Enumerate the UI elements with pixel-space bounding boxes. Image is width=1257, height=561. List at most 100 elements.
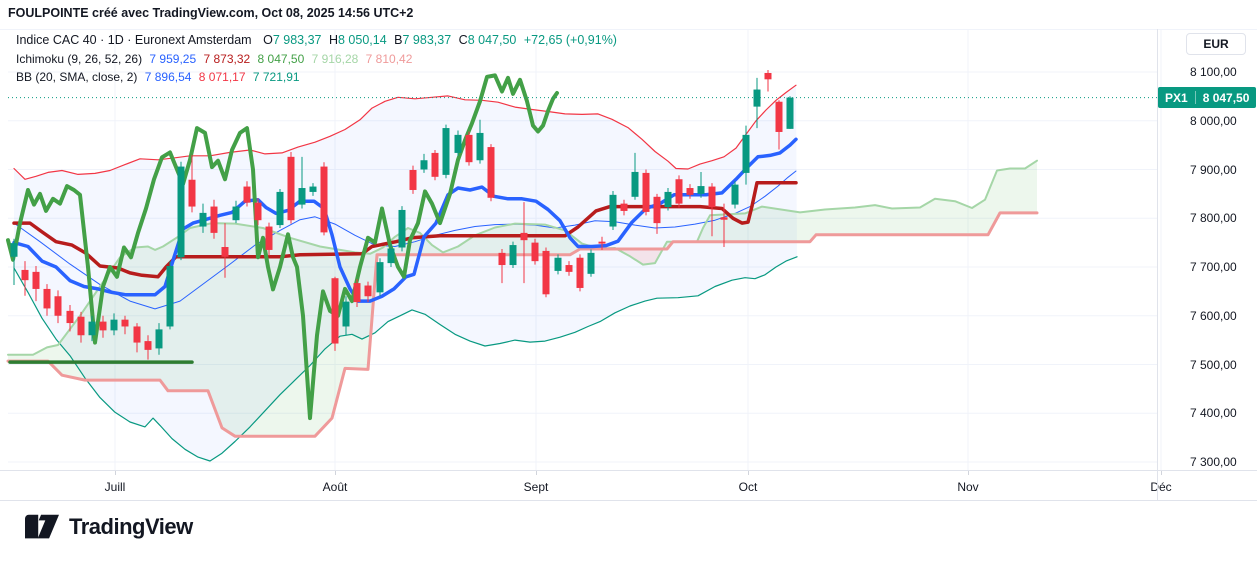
ohlc-low-value: 7 983,37 — [402, 33, 452, 47]
ichimoku-cloud — [888, 207, 892, 235]
candle-up — [398, 209, 406, 248]
candle-up — [454, 134, 462, 153]
ichimoku-cloud — [280, 234, 284, 437]
symbol-exchange: Euronext Amsterdam — [134, 33, 252, 47]
ichimoku-cloud — [1032, 161, 1036, 213]
ichimoku-cloud — [768, 207, 772, 242]
ichimoku-cloud — [788, 210, 792, 242]
ichimoku-cloud — [276, 232, 280, 437]
ichimoku-cloud — [156, 247, 160, 381]
candle-down — [598, 241, 606, 244]
candle-up — [309, 186, 317, 192]
legend-ichimoku-row[interactable]: Ichimoku (9, 26, 52, 26) 7 959,25 7 873,… — [16, 52, 412, 66]
ichimoku-cloud — [824, 209, 828, 235]
candle-down — [620, 203, 628, 211]
legend-bb-row[interactable]: BB (20, SMA, close, 2) 7 896,54 8 071,17… — [16, 70, 300, 84]
ichimoku-cloud — [560, 229, 564, 255]
ichimoku-kijun-value: 7 873,32 — [203, 52, 251, 66]
ichimoku-name: Ichimoku (9, 26, 52, 26) — [16, 52, 143, 66]
ichimoku-cloud — [776, 208, 780, 242]
candle-up — [664, 191, 672, 208]
ichimoku-cloud — [736, 213, 740, 242]
month-tick — [115, 471, 116, 475]
candle-up — [298, 188, 306, 205]
ichimoku-cloud — [852, 207, 856, 235]
ichimoku-cloud — [548, 225, 552, 255]
ichimoku-cloud — [772, 208, 776, 242]
ichimoku-cloud — [180, 232, 184, 391]
time-axis-border — [0, 500, 1257, 501]
ichimoku-cloud — [804, 211, 808, 242]
month-label-déc: Déc — [1150, 480, 1172, 494]
ichimoku-cloud — [244, 225, 248, 437]
candle-down — [675, 179, 683, 204]
ichimoku-cloud — [1016, 168, 1020, 213]
price-tick-label: 7 300,00 — [1190, 455, 1237, 469]
ichimoku-cloud — [176, 235, 180, 391]
ichimoku-cloud — [264, 228, 268, 437]
ichimoku-cloud — [648, 249, 652, 264]
ichimoku-cloud — [756, 207, 760, 242]
ichimoku-cloud — [764, 206, 768, 242]
ichimoku-cloud — [148, 246, 152, 381]
ichimoku-cloud — [792, 211, 796, 242]
tradingview-logo[interactable]: TradingView — [25, 514, 193, 540]
ichimoku-cloud — [72, 321, 76, 379]
candle-down — [542, 250, 550, 295]
candle-up — [155, 329, 163, 349]
ichimoku-cloud — [720, 214, 724, 242]
ichimoku-cloud — [912, 207, 916, 235]
ichimoku-cloud — [988, 182, 992, 235]
ichimoku-cloud — [248, 225, 252, 437]
ichimoku-cloud — [68, 326, 72, 378]
ichimoku-cloud — [8, 354, 12, 362]
ichimoku-cloud — [956, 201, 960, 235]
ichimoku-cloud — [640, 249, 644, 265]
ichimoku-cloud — [812, 210, 816, 240]
price-axis[interactable]: 8 100,00 8 000,00 7 900,00 7 800,00 7 700,00… — [1157, 30, 1257, 470]
bb-basis-line — [13, 170, 797, 310]
ichimoku-cloud — [728, 214, 732, 242]
ichimoku-cloud — [784, 209, 788, 242]
ichimoku-cloud — [916, 207, 920, 235]
ichimoku-cloud — [960, 203, 964, 235]
ichimoku-cloud — [216, 223, 220, 423]
price-tick-label: 7 500,00 — [1190, 357, 1237, 372]
time-axis[interactable]: Juill Août Sept Oct Nov Déc — [0, 471, 1257, 500]
ichimoku-cloud — [140, 246, 144, 381]
ichimoku-cloud — [352, 251, 356, 369]
ichimoku-cloud — [20, 354, 24, 362]
candle-down — [642, 172, 650, 212]
ichimoku-cloud — [936, 198, 940, 235]
ichimoku-cloud — [40, 349, 44, 362]
ichimoku-cloud — [932, 198, 936, 235]
ichimoku-cloud — [808, 211, 812, 242]
ichimoku-cloud — [44, 347, 48, 362]
ichimoku-cloud — [712, 215, 716, 242]
candle-down — [99, 321, 107, 331]
ichimoku-cloud — [980, 200, 984, 235]
ichimoku-cloud — [160, 245, 164, 386]
ichimoku-cloud — [284, 235, 288, 437]
price-tick-label: 7 900,00 — [1190, 162, 1237, 177]
ohlc-open-value: 7 983,37 — [272, 33, 322, 47]
ichimoku-senkou-a-value: 7 916,28 — [311, 52, 359, 66]
candle-up — [232, 206, 240, 221]
candle-down — [21, 269, 29, 281]
senkou-a-line — [7, 159, 1038, 356]
ohlc-close-label: C — [458, 33, 468, 47]
badge-divider — [1194, 91, 1196, 105]
currency-button[interactable]: EUR — [1186, 33, 1246, 55]
candle-down — [531, 242, 539, 262]
legend-separator: · — [127, 33, 132, 47]
legend-symbol-row[interactable]: Indice CAC 40 · 1D · Euronext Amsterdam … — [16, 33, 617, 47]
ichimoku-cloud — [272, 231, 276, 437]
candle-up — [554, 257, 562, 271]
ichimoku-cloud — [144, 246, 148, 381]
ichimoku-cloud — [820, 209, 824, 235]
last-price-badge[interactable]: PX1 8 047,50 — [1158, 87, 1257, 109]
candle-down — [364, 285, 372, 297]
ohlc-open-label: O — [263, 33, 273, 47]
candle-up — [420, 160, 428, 170]
